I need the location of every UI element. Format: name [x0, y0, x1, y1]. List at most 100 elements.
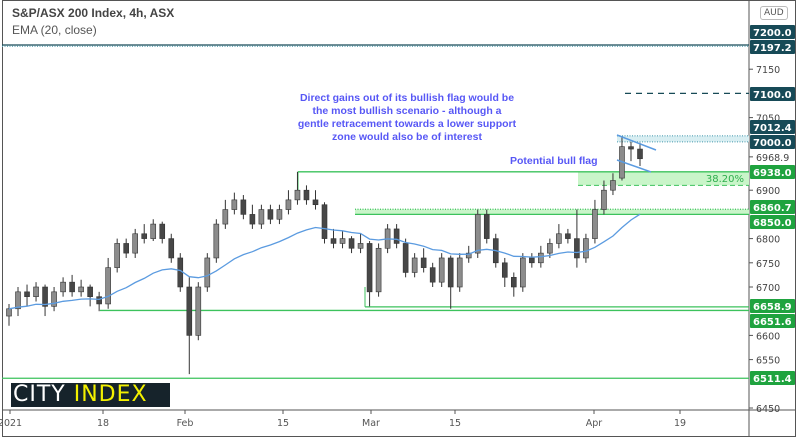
candle-body: [366, 243, 373, 293]
y-tick-label: 6750: [756, 259, 780, 270]
candle-body: [267, 209, 274, 220]
candle-body: [213, 223, 220, 259]
x-tick-label: 2021: [0, 418, 22, 429]
price-label: 6850.0: [753, 218, 792, 229]
candle-body: [123, 243, 129, 254]
candle-body: [637, 148, 643, 160]
logo-index: INDEX: [73, 382, 148, 407]
candle-body: [276, 209, 283, 220]
candle-body: [447, 257, 454, 288]
price-label: 7200.0: [753, 28, 792, 39]
y-tick-label: 6800: [756, 235, 780, 246]
candle-body: [24, 291, 30, 297]
candle-body: [501, 262, 508, 278]
price-label-box: [750, 87, 795, 101]
x-tick-label: 15: [449, 418, 461, 429]
candle-body: [249, 214, 256, 225]
price-label: 7100.0: [753, 90, 792, 101]
currency-badge[interactable]: AUD: [760, 6, 788, 20]
candle-body: [69, 281, 75, 293]
price-label-box: [750, 135, 795, 149]
candle-body: [583, 238, 589, 259]
price-label-box: [750, 215, 795, 229]
candle-body: [168, 238, 175, 259]
candle-body: [592, 209, 598, 239]
x-tick-label: Feb: [177, 418, 194, 429]
candle-body: [601, 189, 607, 210]
candle-body: [321, 204, 328, 239]
candle-body: [141, 233, 148, 239]
price-label-box: [750, 299, 795, 313]
logo-city: CITY: [13, 382, 66, 407]
y-tick-label: 6968.9: [756, 153, 789, 164]
candle-body: [375, 247, 382, 293]
candle-body: [574, 238, 580, 259]
indicator-label[interactable]: EMA (20, close): [12, 23, 97, 37]
candle-body: [294, 189, 301, 201]
price-label-box: [750, 165, 795, 179]
candle-body: [438, 257, 445, 283]
candle-body: [258, 209, 265, 225]
candle-body: [474, 214, 481, 254]
candle-body: [222, 209, 229, 225]
candle-body: [420, 257, 427, 268]
price-label-box: [750, 371, 795, 385]
candle-body: [231, 199, 238, 210]
candle-body: [357, 243, 364, 249]
x-tick-label: 15: [277, 418, 289, 429]
candle-body: [456, 257, 463, 288]
y-tick-label: 7150: [756, 65, 780, 76]
city-index-logo: CITY INDEX: [11, 383, 170, 407]
price-label: 6860.7: [753, 203, 792, 214]
candle-body: [105, 267, 111, 305]
candle-body: [520, 257, 526, 288]
price-label: 6658.9: [753, 302, 792, 313]
candle-body: [177, 257, 184, 288]
candle-body: [565, 233, 571, 239]
y-tick-label: 6600: [756, 331, 780, 342]
candle-body: [78, 286, 84, 293]
candle-body: [510, 277, 517, 288]
y-tick-label: 6550: [756, 356, 780, 367]
price-label-box: [750, 120, 795, 134]
candle-body: [150, 223, 157, 239]
bull-flag-label: Potential bull flag: [510, 155, 598, 167]
price-label: 7012.4: [753, 123, 792, 134]
flag-upper-line: [616, 134, 657, 151]
fib-label: 38.20%: [706, 174, 744, 185]
x-tick-label: 19: [674, 418, 686, 429]
price-label-box: [750, 200, 795, 214]
price-label: 6651.6: [753, 317, 792, 328]
candle-body: [411, 257, 418, 273]
resistance-zone: [617, 135, 749, 142]
price-label-box: [750, 40, 795, 54]
candle-body: [132, 233, 138, 254]
candle-body: [60, 281, 66, 293]
candle-body: [402, 243, 409, 273]
y-tick-label: 6700: [756, 283, 780, 294]
y-tick-label: 7050: [756, 114, 780, 125]
candle-body: [87, 286, 93, 297]
candle-body: [15, 291, 21, 310]
x-tick-label: Apr: [586, 418, 603, 429]
ema-line: [8, 213, 641, 310]
price-label: 7197.2: [753, 43, 792, 54]
candle-body: [529, 257, 535, 264]
support-zone: [355, 209, 749, 215]
candle-body: [204, 257, 211, 288]
candle-body: [96, 296, 102, 305]
candle-body: [195, 286, 202, 336]
price-label: 7000.0: [753, 138, 792, 149]
annotation-text: Direct gains out of its bullish flag wou…: [297, 92, 517, 143]
candle-body: [393, 228, 400, 244]
candle-body: [610, 180, 616, 191]
candle-body: [483, 214, 490, 239]
flag-lower-line: [616, 159, 652, 173]
candle-body: [330, 238, 337, 244]
candle-body: [339, 238, 346, 244]
price-label: 6938.0: [753, 168, 792, 179]
candle-body: [6, 308, 12, 317]
candle-body: [159, 223, 166, 239]
